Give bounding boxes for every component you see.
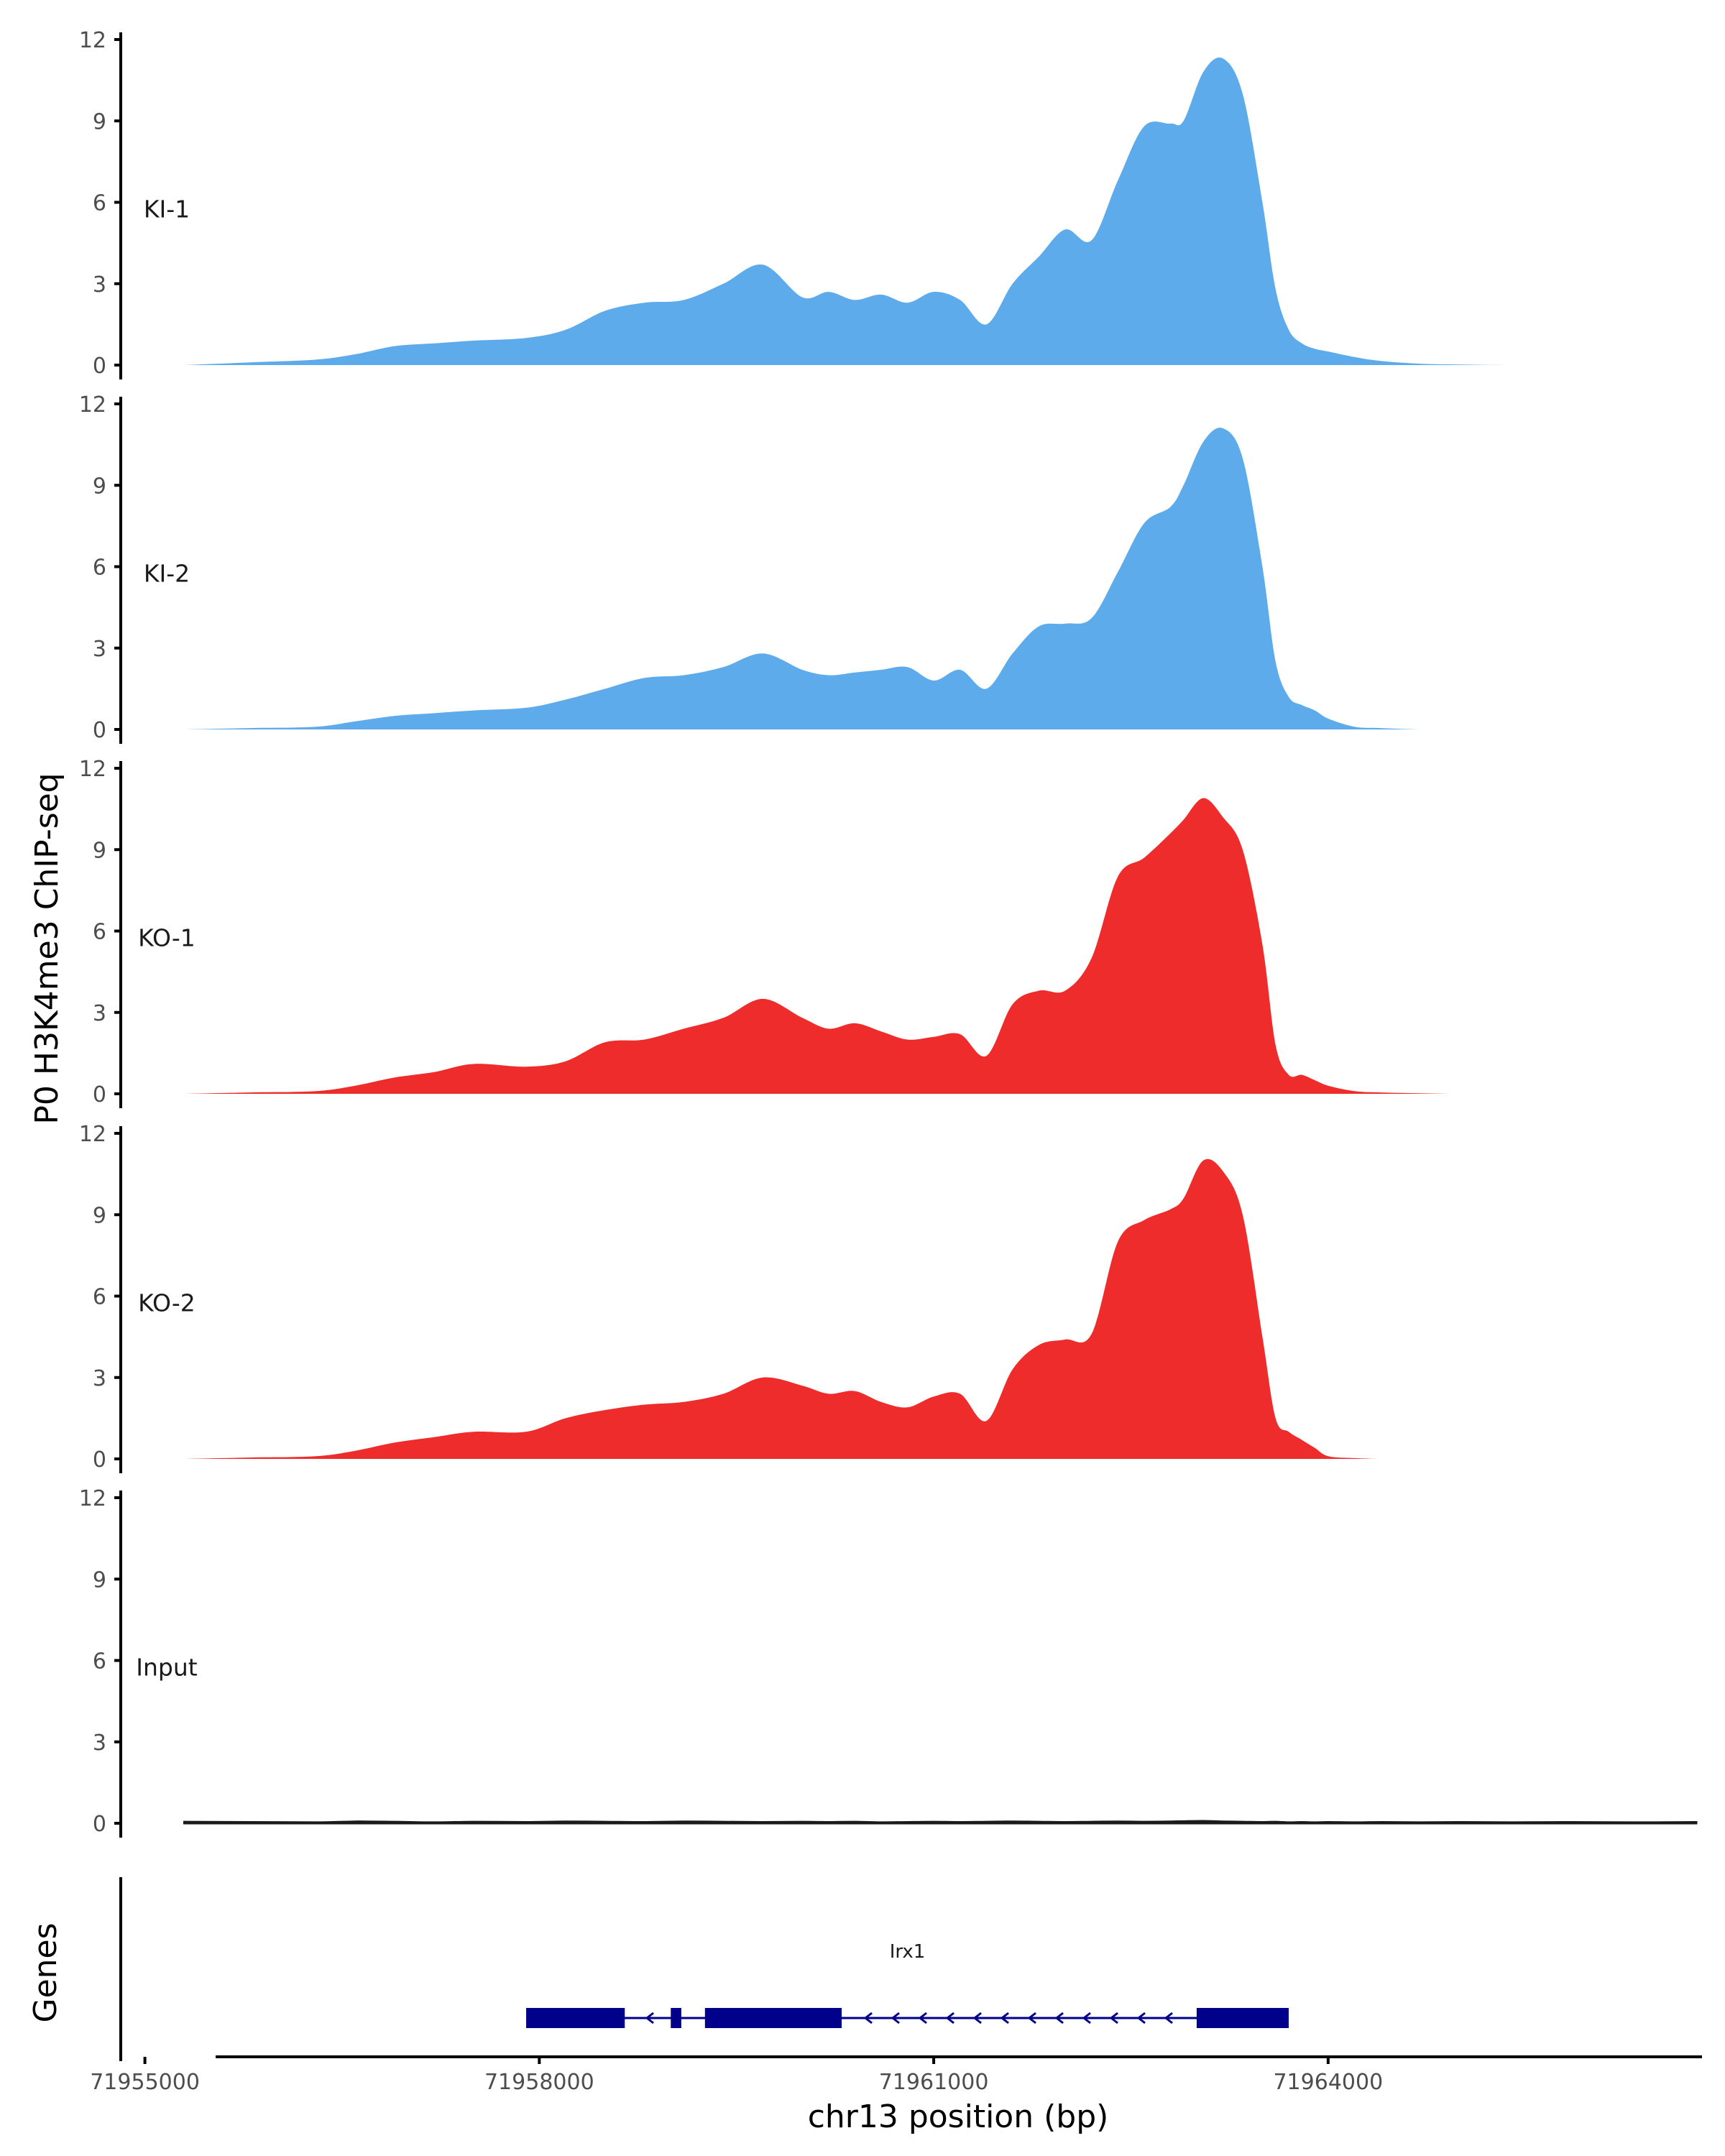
- track-label-ko-2: KO-2: [138, 1289, 196, 1317]
- x-tick-label: 71958000: [484, 2070, 594, 2095]
- strand-arrow-icon: [1082, 2012, 1091, 2024]
- y-axis-title: P0 H3K4me3 ChIP-seq: [29, 773, 65, 1124]
- y-tick-label: 0: [93, 1812, 106, 1837]
- track-ki-2: 0 3 6 9 12 KI-2: [79, 392, 1696, 744]
- strand-arrow-icon: [945, 2012, 954, 2024]
- y-tick-label: 9: [93, 109, 106, 134]
- y-tick-label: 9: [93, 474, 106, 499]
- coverage-area-ko-2: [184, 1158, 1696, 1459]
- y-tick-label: 6: [93, 920, 106, 945]
- coverage-area-ki-1: [184, 57, 1631, 366]
- track-label-input: Input: [136, 1654, 198, 1682]
- gene-exon: [704, 2008, 842, 2028]
- y-tick-label: 9: [93, 1567, 106, 1593]
- track-input: 0 3 6 9 12 Input: [79, 1486, 1698, 1838]
- strand-arrow-icon: [972, 2012, 982, 2024]
- y-tick-label: 12: [79, 28, 106, 53]
- track-label-ki-2: KI-2: [144, 560, 190, 588]
- x-tick-label: 71961000: [879, 2070, 989, 2095]
- genes-track-title: Genes: [27, 1922, 64, 2022]
- track-ko-1: 0 3 6 9 12 KO-1: [79, 757, 1631, 1108]
- coverage-area-input: [183, 1820, 1698, 1825]
- gene-exon: [526, 2008, 625, 2028]
- y-tick-label: 12: [79, 757, 106, 782]
- strand-arrow-icon: [1109, 2012, 1118, 2024]
- y-tick-label: 3: [93, 1001, 106, 1026]
- y-tick-label: 3: [93, 1366, 106, 1391]
- strand-arrow-icon: [1000, 2012, 1009, 2024]
- y-tick-label: 12: [79, 1486, 106, 1511]
- y-tick-label: 6: [93, 556, 106, 581]
- gene-name-label: Irx1: [890, 1941, 926, 1963]
- y-tick-label: 6: [93, 191, 106, 216]
- x-tick-label: 71955000: [90, 2070, 200, 2095]
- strand-arrow-icon: [1027, 2012, 1036, 2024]
- track-label-ko-1: KO-1: [138, 924, 196, 952]
- y-tick-label: 9: [93, 1203, 106, 1228]
- y-tick-label: 3: [93, 1731, 106, 1756]
- y-tick-label: 6: [93, 1649, 106, 1674]
- strand-arrow-icon: [918, 2012, 927, 2024]
- x-tick-label: 71964000: [1273, 2070, 1383, 2095]
- y-tick-label: 0: [93, 1447, 106, 1473]
- gene-track: Irx1: [119, 1877, 1289, 2061]
- x-axis-title: chr13 position (bp): [808, 2099, 1109, 2135]
- tracks-layer: 0 3 6 9 12 KI-1 0 3 6 9 12 KI-2 0 3 6 9 12 KO-1 0 3 6 9 12 KO-2…: [79, 28, 1698, 1838]
- y-tick-label: 3: [93, 272, 106, 298]
- strand-arrow-icon: [645, 2012, 654, 2024]
- strand-arrow-icon: [1054, 2012, 1064, 2024]
- y-tick-label: 6: [93, 1285, 106, 1310]
- strand-arrow-icon: [891, 2012, 900, 2024]
- track-ki-1: 0 3 6 9 12 KI-1: [79, 28, 1631, 379]
- track-label-ki-1: KI-1: [144, 195, 190, 224]
- y-tick-label: 0: [93, 718, 106, 743]
- strand-arrow-icon: [1164, 2012, 1173, 2024]
- strand-arrow-icon: [1136, 2012, 1146, 2024]
- y-tick-label: 12: [79, 392, 106, 418]
- coverage-area-ko-1: [184, 798, 1631, 1094]
- y-tick-label: 0: [93, 354, 106, 379]
- y-tick-label: 3: [93, 637, 106, 662]
- coverage-area-ki-2: [184, 428, 1696, 729]
- y-tick-label: 0: [93, 1082, 106, 1107]
- y-tick-label: 9: [93, 838, 106, 863]
- x-axis: 71955000 71958000 71961000 71964000: [90, 2055, 1702, 2095]
- y-tick-label: 12: [79, 1122, 106, 1147]
- gene-exon: [671, 2008, 681, 2028]
- gene-exon: [1196, 2008, 1289, 2028]
- track-ko-2: 0 3 6 9 12 KO-2: [79, 1122, 1696, 1473]
- strand-arrow-icon: [863, 2012, 873, 2024]
